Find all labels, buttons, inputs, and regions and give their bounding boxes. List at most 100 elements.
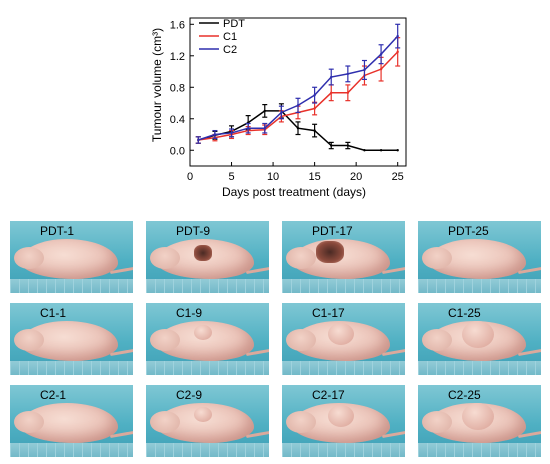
tumour (327, 322, 354, 345)
mouse-photo: C1-25 (418, 303, 541, 375)
mouse-photo: C1-9 (146, 303, 269, 375)
photo-label: C1-25 (448, 306, 481, 320)
x-tick-label: 15 (308, 171, 320, 183)
y-tick-label: 0.8 (170, 82, 185, 94)
data-point (213, 133, 217, 136)
data-point (346, 91, 350, 94)
legend-label-c1: C1 (223, 31, 237, 43)
chart-axes: 0 5 10 15 20 25 0.0 0.4 0.8 1.2 1.6 (170, 17, 407, 183)
ruler (282, 361, 405, 375)
data-point (296, 104, 300, 107)
data-point (313, 129, 316, 132)
data-point (246, 127, 250, 130)
mouse-photo: C1-1 (10, 303, 133, 375)
y-tick-label: 1.2 (170, 51, 185, 63)
mouse-photo: PDT-9 (146, 221, 269, 293)
photo-label: C2-25 (448, 388, 481, 402)
photo-label: PDT-9 (176, 224, 211, 238)
y-tick-label: 0.4 (170, 114, 185, 126)
photo-label: C1-17 (312, 306, 345, 320)
data-point (396, 149, 399, 152)
photo-label: C2-1 (40, 388, 67, 402)
mouse-head (14, 247, 44, 269)
mouse-head (14, 329, 44, 351)
x-tick-label: 20 (350, 171, 362, 183)
mouse-photo: C2-1 (10, 385, 133, 457)
mouse-photo-grid: PDT-1 PDT-9 PDT-17 PDT-25 C1-1 C1-9 C1-17 C1-25… (10, 221, 542, 457)
legend-label-c2: C2 (223, 44, 237, 56)
ruler (282, 443, 405, 457)
data-point (396, 34, 399, 38)
y-axis-title: Tumour volume (cm³) (150, 28, 164, 142)
data-point (230, 131, 233, 135)
data-point (379, 149, 383, 152)
ruler (146, 279, 269, 293)
tumour-scar (194, 245, 212, 261)
mouse-head (422, 411, 452, 433)
data-point (313, 93, 316, 97)
mouse-photo: PDT-17 (282, 221, 405, 293)
mouse-head (150, 329, 180, 351)
tumour (193, 324, 212, 340)
mouse-head (286, 329, 316, 351)
mouse-photo: C1-17 (282, 303, 405, 375)
y-tick-label: 1.6 (170, 19, 185, 31)
mouse-head (422, 329, 452, 351)
photo-label: PDT-17 (312, 224, 353, 238)
mouse-head (286, 411, 316, 433)
data-point (363, 149, 366, 152)
photo-label: PDT-25 (448, 224, 489, 238)
series-pdt (195, 103, 399, 152)
y-tick-label: 0.0 (170, 145, 185, 157)
ruler (418, 443, 541, 457)
ruler (146, 361, 269, 375)
ruler (146, 443, 269, 457)
data-point (330, 144, 333, 147)
chart-series (195, 23, 401, 152)
data-point (346, 144, 350, 147)
data-point (363, 68, 366, 72)
ruler (10, 443, 133, 457)
photo-label: C2-17 (312, 388, 345, 402)
x-tick-label: 25 (392, 171, 404, 183)
data-point (263, 127, 266, 130)
photo-label: C1-9 (176, 306, 203, 320)
mouse-photo: PDT-1 (10, 221, 133, 293)
mouse-photo: C2-9 (146, 385, 269, 457)
ruler (418, 279, 541, 293)
ruler (10, 279, 133, 293)
ruler (418, 361, 541, 375)
tumour (193, 406, 212, 422)
mouse-photo: C2-25 (418, 385, 541, 457)
data-point (263, 109, 266, 113)
x-tick-label: 5 (228, 171, 234, 183)
x-tick-label: 0 (187, 171, 193, 183)
data-point (296, 127, 300, 130)
data-point (379, 53, 383, 56)
series-c2 (195, 23, 401, 144)
data-point (313, 107, 316, 110)
legend-label-pdt: PDT (223, 18, 245, 30)
photo-label: PDT-1 (40, 224, 75, 238)
data-point (330, 91, 333, 94)
data-point (379, 67, 383, 71)
tumour (462, 403, 494, 431)
mouse-head (150, 411, 180, 433)
ruler (10, 361, 133, 375)
mouse-head (286, 247, 316, 269)
ruler (282, 279, 405, 293)
photo-label: C2-9 (176, 388, 203, 402)
data-point (346, 72, 350, 76)
x-tick-label: 10 (267, 171, 279, 183)
mouse-head (422, 247, 452, 269)
data-point (197, 138, 200, 142)
mouse-photo: PDT-25 (418, 221, 541, 293)
mouse-head (150, 247, 180, 269)
mouse-photo: C2-17 (282, 385, 405, 457)
data-point (396, 50, 399, 54)
data-point (330, 75, 333, 79)
tumour (327, 404, 354, 427)
tumour-scar (316, 241, 344, 263)
